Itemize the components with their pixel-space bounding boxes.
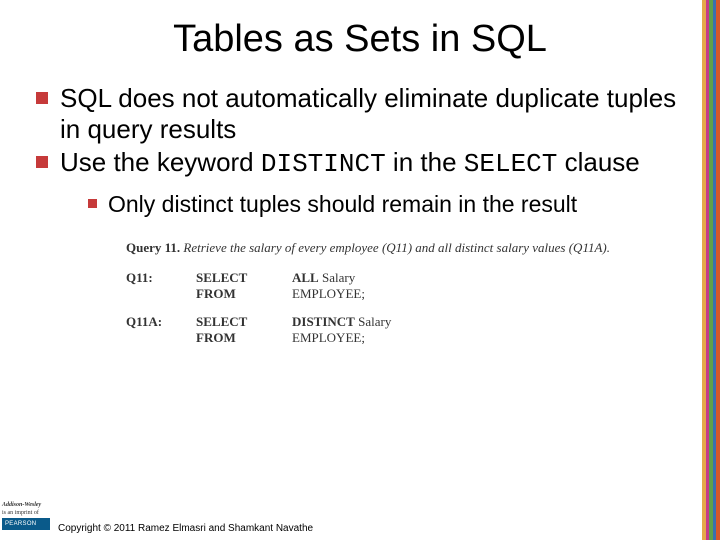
query-description: Query 11. Retrieve the salary of every e… xyxy=(126,240,694,256)
pearson-text: PEARSON xyxy=(5,521,36,527)
query-id xyxy=(126,286,188,302)
query-id: Q11A: xyxy=(126,314,188,330)
query-example: Query 11. Retrieve the salary of every e… xyxy=(126,240,694,346)
sub-bullet-item: Only distinct tuples should remain in th… xyxy=(88,191,694,219)
bullet-icon xyxy=(36,156,48,168)
query-desc-text: Retrieve the salary of every employee (Q… xyxy=(183,240,610,255)
sql-value: EMPLOYEE; xyxy=(292,286,694,302)
imprint-text: is an imprint of xyxy=(2,510,50,516)
sub-bullet-text: Only distinct tuples should remain in th… xyxy=(108,191,577,219)
sub-bullets: Only distinct tuples should remain in th… xyxy=(88,191,694,219)
query-q11: Q11: SELECT ALL Salary FROM EMPLOYEE; xyxy=(126,270,694,302)
footer: Addison-Wesley is an imprint of PEARSON … xyxy=(0,500,720,540)
bullet-item: Use the keyword DISTINCT in the SELECT c… xyxy=(36,147,694,180)
bullet-item: SQL does not automatically eliminate dup… xyxy=(36,83,694,145)
query-id: Q11: xyxy=(126,270,188,286)
stripe xyxy=(716,0,720,540)
pearson-logo: PEARSON xyxy=(2,518,50,530)
query-label: Query 11. xyxy=(126,240,180,255)
sql-value: ALL Salary xyxy=(292,270,694,286)
bullet-icon xyxy=(36,92,48,104)
slide-content: SQL does not automatically eliminate dup… xyxy=(0,83,720,346)
sql-keyword: FROM xyxy=(196,286,284,302)
query-id xyxy=(126,330,188,346)
publisher-logos: Addison-Wesley is an imprint of PEARSON xyxy=(2,502,50,530)
sql-keyword: SELECT xyxy=(196,314,284,330)
bullet-icon xyxy=(88,199,97,208)
slide-title: Tables as Sets in SQL xyxy=(0,0,720,83)
addison-wesley-logo: Addison-Wesley xyxy=(2,502,50,508)
main-bullets: SQL does not automatically eliminate dup… xyxy=(36,83,694,181)
sql-keyword: SELECT xyxy=(196,270,284,286)
bullet-text: SQL does not automatically eliminate dup… xyxy=(60,83,694,145)
sql-keyword: FROM xyxy=(196,330,284,346)
sql-value: DISTINCT Salary xyxy=(292,314,694,330)
bullet-text: Use the keyword DISTINCT in the SELECT c… xyxy=(60,147,640,180)
query-q11a: Q11A: SELECT DISTINCT Salary FROM EMPLOYEE; xyxy=(126,314,694,346)
copyright-text: Copyright © 2011 Ramez Elmasri and Shamk… xyxy=(58,523,313,534)
sql-value: EMPLOYEE; xyxy=(292,330,694,346)
right-color-stripe xyxy=(702,0,720,540)
